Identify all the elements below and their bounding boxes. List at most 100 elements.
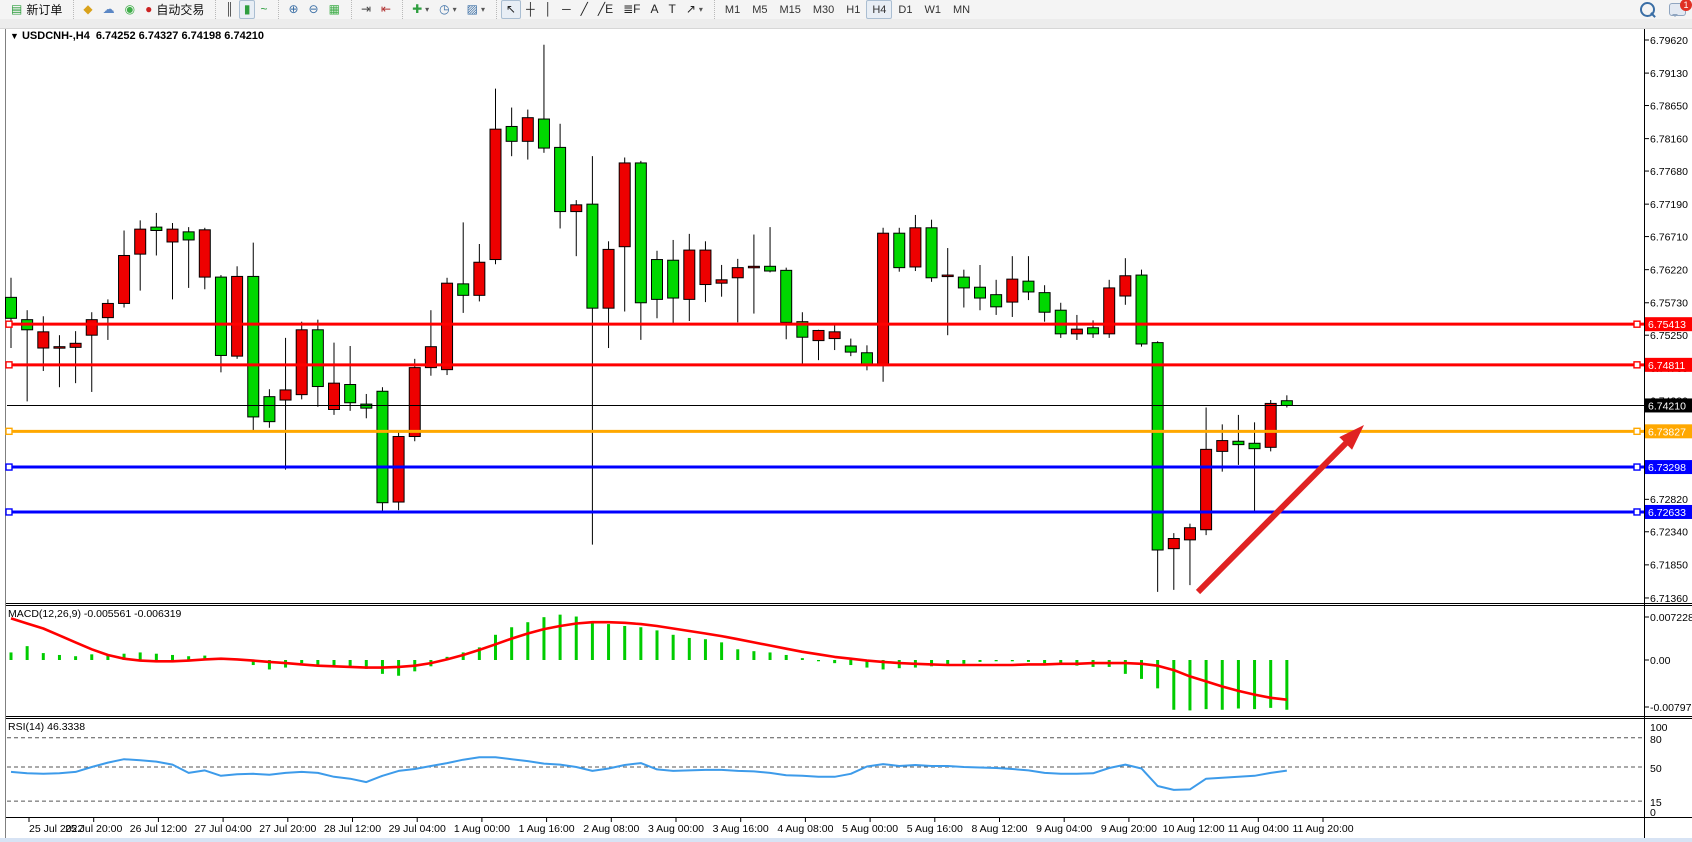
hlines-layer[interactable]: 6.75413 6.74811 6.74210 6.73827 6.73298 6.726… xyxy=(5,317,1692,519)
candle-body xyxy=(925,227,938,279)
price-badge xyxy=(1645,504,1692,519)
candle-body xyxy=(1216,440,1229,452)
tile-windows-icon: ▦ xyxy=(328,2,340,16)
line-chart-icon: ~ xyxy=(260,2,268,16)
candles-layer xyxy=(5,44,1293,592)
signals-button[interactable]: ◉ xyxy=(120,0,140,19)
line-handle xyxy=(5,320,13,328)
svg-text:6.76710: 6.76710 xyxy=(1650,231,1688,243)
time-axis-label: 9 Aug 04:00 xyxy=(1036,823,1092,835)
candle-body xyxy=(328,382,340,410)
candle-body xyxy=(1232,440,1245,446)
new-order-icon: ▤ xyxy=(11,2,23,16)
tile-windows-button[interactable]: ▦ xyxy=(324,0,345,19)
trend-arrow[interactable] xyxy=(1195,425,1364,595)
crosshair-button[interactable]: ┼ xyxy=(521,0,540,19)
svg-text:6.72340: 6.72340 xyxy=(1650,527,1688,539)
time-axis-label: 5 Aug 00:00 xyxy=(842,823,898,835)
candle-body xyxy=(101,302,114,319)
candle-body xyxy=(909,227,922,268)
zoom-in-button[interactable]: ⊕ xyxy=(283,0,303,19)
label-button[interactable]: T xyxy=(663,0,680,19)
candle-body xyxy=(877,232,890,367)
tf-w1-button[interactable]: W1 xyxy=(918,0,947,19)
svg-text:6.72820: 6.72820 xyxy=(1650,494,1688,506)
candle-body xyxy=(1280,400,1293,406)
candle-body xyxy=(618,162,631,248)
candle-body xyxy=(570,204,583,213)
tf-d1-button-label: D1 xyxy=(898,3,913,16)
zoom-out-button[interactable]: ⊖ xyxy=(304,0,324,19)
bar-chart-button[interactable]: ║ xyxy=(220,0,239,19)
autotrading-button[interactable]: ● 自动交易 xyxy=(140,0,209,19)
price-badge xyxy=(1645,398,1692,413)
fibonacci-button[interactable]: ≣F xyxy=(618,0,645,19)
candle-body xyxy=(812,329,825,342)
candle-body xyxy=(118,254,131,304)
candle-body xyxy=(1135,274,1148,345)
vertical-line-button[interactable]: │ xyxy=(540,0,558,19)
candle-body xyxy=(764,265,777,272)
autotrading-icon: ● xyxy=(145,2,153,16)
search-icon[interactable] xyxy=(1640,2,1655,17)
auto-scroll-button[interactable]: ⇥ xyxy=(356,0,376,19)
toolbar-group-objects: ↖ ┼ │ ─ ╱ ╱E ≣F A T ↗ ▾ xyxy=(496,0,712,19)
time-axis-label: 1 Aug 00:00 xyxy=(454,823,510,835)
tf-m30-button[interactable]: M30 xyxy=(807,0,840,19)
templates-button[interactable]: ▨ ▾ xyxy=(462,0,490,19)
new-order-button[interactable]: ▤ 新订单 xyxy=(6,0,67,19)
bar-chart-icon: ║ xyxy=(225,2,234,16)
candle-body xyxy=(957,276,970,289)
cursor-button[interactable]: ↖ xyxy=(501,0,522,19)
time-axis-label: 27 Jul 04:00 xyxy=(194,823,251,835)
periods-button[interactable]: ◷ ▾ xyxy=(434,0,462,19)
channel-button[interactable]: ╱E xyxy=(593,0,618,19)
price-badge xyxy=(1645,424,1692,439)
tf-m5-button[interactable]: M5 xyxy=(746,0,773,19)
price-badge-label: 6.74210 xyxy=(1648,400,1686,412)
candle-body xyxy=(844,345,857,353)
time-axis-label: 8 Aug 12:00 xyxy=(971,823,1027,835)
chart-shift-button[interactable]: ⇤ xyxy=(376,0,396,19)
chevron-down-icon: ▾ xyxy=(425,5,430,14)
tf-m15-button[interactable]: M15 xyxy=(773,0,806,19)
svg-text:6.78650: 6.78650 xyxy=(1650,100,1688,112)
trendline-button[interactable]: ╱ xyxy=(576,0,593,19)
candle-body xyxy=(941,274,954,278)
text-button[interactable]: A xyxy=(645,0,663,19)
candlestick-chart-button[interactable]: ▮ xyxy=(238,0,256,19)
indicators-button[interactable]: ✚ ▾ xyxy=(407,0,434,19)
candle-body xyxy=(731,267,744,279)
toolbar-group-scroll: ⇥ ⇤ xyxy=(350,0,400,19)
candle-body xyxy=(376,390,389,504)
candle-body xyxy=(231,275,244,357)
svg-text:0: 0 xyxy=(1650,807,1656,819)
chat-icon[interactable]: 1 xyxy=(1669,0,1692,17)
templates-icon: ▨ xyxy=(466,2,478,16)
history-center-button[interactable]: ◆ xyxy=(78,0,97,19)
candle-body xyxy=(1151,342,1164,551)
tf-h1-button[interactable]: H1 xyxy=(840,0,866,19)
svg-text:100: 100 xyxy=(1650,722,1668,734)
line-chart-button[interactable]: ~ xyxy=(255,0,272,19)
tf-mn-button[interactable]: MN xyxy=(947,0,976,19)
tf-d1-button[interactable]: D1 xyxy=(892,0,918,19)
candle-body xyxy=(651,259,663,300)
svg-text:80: 80 xyxy=(1650,734,1662,746)
toolbar-group-trade: ▤ 新订单 xyxy=(2,0,71,19)
collapse-triangle-icon[interactable]: ▼ xyxy=(10,31,19,41)
candle-body xyxy=(457,283,470,296)
svg-text:50: 50 xyxy=(1650,763,1662,775)
candle-body xyxy=(198,229,211,278)
tf-m1-button[interactable]: M1 xyxy=(719,0,746,19)
tf-m30-button-label: M30 xyxy=(812,3,835,16)
candle-body xyxy=(279,389,292,401)
arrows-button[interactable]: ↗ ▾ xyxy=(681,0,708,19)
publish-button[interactable]: ☁ xyxy=(98,0,120,19)
tf-h4-button[interactable]: H4 xyxy=(866,0,893,19)
fibonacci-icon: ≣F xyxy=(623,2,641,16)
horizontal-line-button[interactable]: ─ xyxy=(557,0,576,19)
